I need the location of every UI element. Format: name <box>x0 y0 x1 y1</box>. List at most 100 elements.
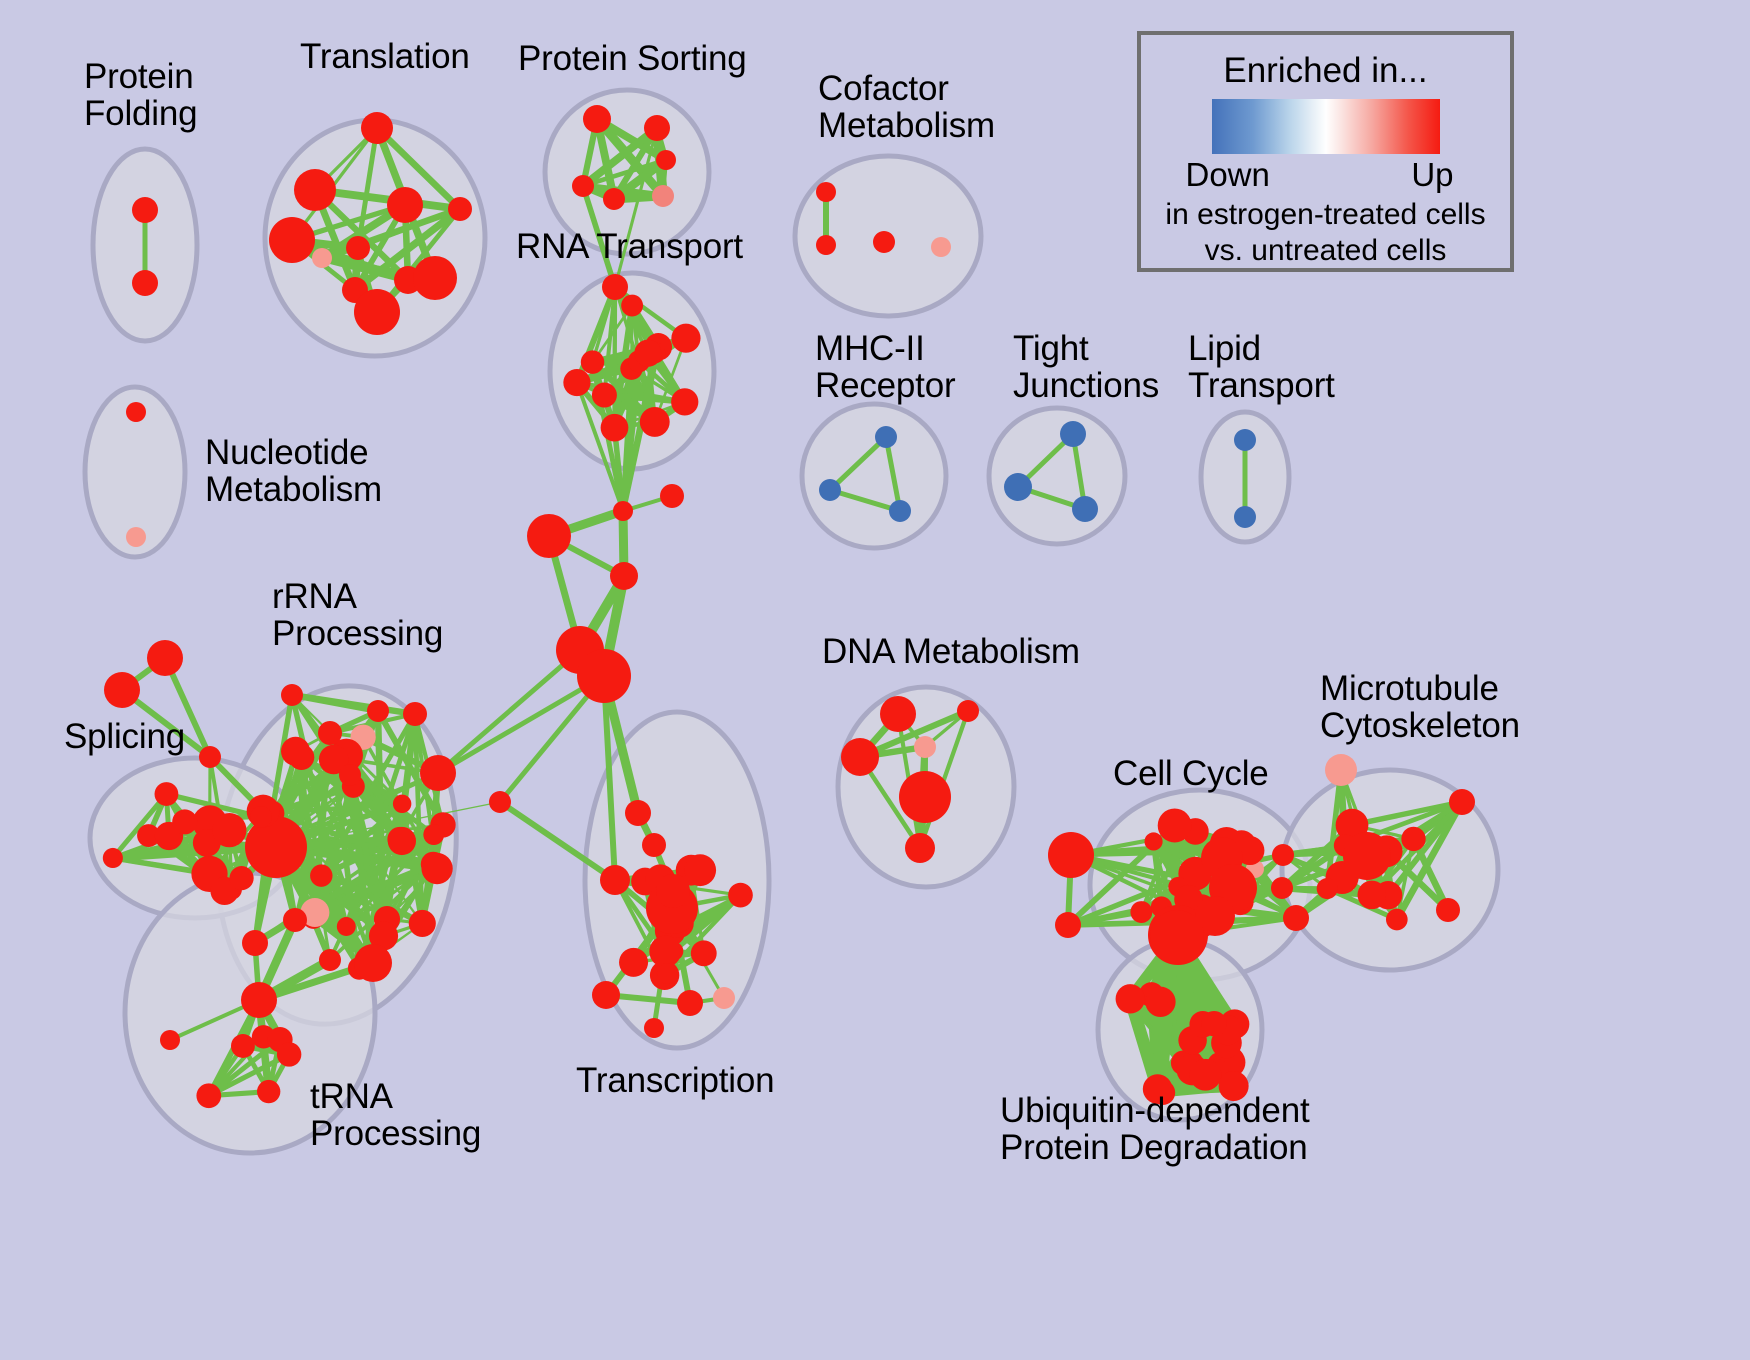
network-node[interactable] <box>281 736 311 766</box>
network-node[interactable] <box>600 865 630 895</box>
network-node[interactable] <box>600 413 629 442</box>
network-node[interactable] <box>816 235 836 255</box>
network-node[interactable] <box>196 1083 222 1109</box>
network-node[interactable] <box>660 484 684 508</box>
network-node[interactable] <box>1055 912 1081 938</box>
network-node[interactable] <box>281 684 303 706</box>
network-node[interactable] <box>1401 826 1426 852</box>
network-node[interactable] <box>677 990 703 1016</box>
network-node[interactable] <box>957 700 979 722</box>
network-node[interactable] <box>132 197 158 223</box>
network-node[interactable] <box>656 874 690 908</box>
network-node[interactable] <box>1283 905 1309 931</box>
network-node[interactable] <box>1144 832 1163 851</box>
network-node[interactable] <box>1436 898 1460 922</box>
network-node[interactable] <box>889 500 911 522</box>
network-node[interactable] <box>312 248 332 268</box>
network-node[interactable] <box>1234 506 1256 528</box>
network-node[interactable] <box>652 185 674 207</box>
network-node[interactable] <box>318 721 342 745</box>
network-node[interactable] <box>392 794 412 814</box>
network-node[interactable] <box>387 187 423 223</box>
network-node[interactable] <box>310 864 333 887</box>
network-node[interactable] <box>250 806 272 828</box>
network-node[interactable] <box>257 1079 281 1104</box>
network-node[interactable] <box>619 947 649 977</box>
network-node[interactable] <box>671 323 701 353</box>
network-node[interactable] <box>1218 1071 1249 1102</box>
network-node[interactable] <box>931 237 951 257</box>
network-node[interactable] <box>1272 844 1294 866</box>
network-node[interactable] <box>1145 986 1176 1018</box>
network-node[interactable] <box>649 935 682 968</box>
network-node[interactable] <box>610 562 638 590</box>
network-node[interactable] <box>656 150 676 170</box>
network-node[interactable] <box>1234 429 1256 451</box>
network-node[interactable] <box>1150 910 1204 964</box>
network-node[interactable] <box>1072 496 1098 522</box>
network-node[interactable] <box>592 981 620 1009</box>
network-node[interactable] <box>684 854 717 887</box>
network-node[interactable] <box>1325 754 1357 786</box>
network-node[interactable] <box>1157 808 1192 843</box>
network-node[interactable] <box>1385 908 1408 931</box>
network-node[interactable] <box>276 1042 302 1067</box>
network-node[interactable] <box>644 115 670 141</box>
network-node[interactable] <box>154 782 179 806</box>
network-node[interactable] <box>1189 1058 1222 1091</box>
network-node[interactable] <box>448 197 472 221</box>
network-node[interactable] <box>880 696 916 732</box>
network-node[interactable] <box>423 824 445 846</box>
network-node[interactable] <box>1048 832 1094 878</box>
network-node[interactable] <box>269 217 315 263</box>
network-node[interactable] <box>336 917 356 936</box>
network-node[interactable] <box>713 987 735 1009</box>
network-node[interactable] <box>899 771 951 823</box>
network-node[interactable] <box>644 1018 664 1038</box>
network-node[interactable] <box>172 809 198 835</box>
network-node[interactable] <box>1142 1074 1173 1104</box>
network-node[interactable] <box>527 514 571 558</box>
network-node[interactable] <box>354 944 392 982</box>
network-node[interactable] <box>1201 1010 1227 1037</box>
network-node[interactable] <box>875 426 897 448</box>
network-node[interactable] <box>102 847 123 869</box>
network-node[interactable] <box>368 921 399 951</box>
network-node[interactable] <box>241 982 277 1018</box>
network-node[interactable] <box>367 700 389 722</box>
network-node[interactable] <box>613 501 633 521</box>
network-node[interactable] <box>1060 421 1086 447</box>
network-node[interactable] <box>572 175 594 197</box>
network-node[interactable] <box>728 882 753 908</box>
network-node[interactable] <box>591 382 617 408</box>
network-node[interactable] <box>642 833 666 857</box>
network-node[interactable] <box>690 940 717 967</box>
network-node[interactable] <box>841 738 879 776</box>
network-node[interactable] <box>1271 877 1293 899</box>
network-node[interactable] <box>361 112 393 144</box>
network-node[interactable] <box>339 764 361 786</box>
network-node[interactable] <box>634 339 662 367</box>
network-node[interactable] <box>147 640 183 676</box>
network-node[interactable] <box>583 105 611 133</box>
network-node[interactable] <box>905 833 935 863</box>
network-node[interactable] <box>137 824 160 847</box>
network-node[interactable] <box>354 289 400 335</box>
network-node[interactable] <box>421 852 453 885</box>
network-node[interactable] <box>199 746 221 768</box>
network-node[interactable] <box>1343 832 1391 880</box>
network-node[interactable] <box>408 909 436 937</box>
network-node[interactable] <box>563 368 591 397</box>
network-node[interactable] <box>230 1034 255 1058</box>
network-node[interactable] <box>639 406 670 437</box>
network-node[interactable] <box>816 182 836 202</box>
network-node[interactable] <box>242 930 268 956</box>
network-node[interactable] <box>1115 984 1145 1014</box>
network-node[interactable] <box>126 527 146 547</box>
network-node[interactable] <box>656 963 678 985</box>
network-node[interactable] <box>245 816 307 878</box>
network-node[interactable] <box>1195 896 1235 936</box>
network-node[interactable] <box>104 672 140 708</box>
network-node[interactable] <box>1316 878 1338 900</box>
network-node[interactable] <box>132 270 158 296</box>
